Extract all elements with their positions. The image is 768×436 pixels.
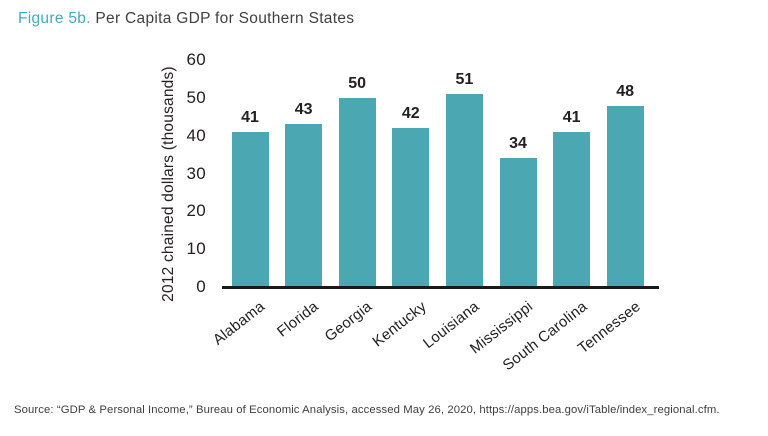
bar-value-label: 34 xyxy=(509,135,527,153)
y-tick-label: 10 xyxy=(186,239,206,259)
x-axis-line xyxy=(222,286,659,289)
y-tick-label: 30 xyxy=(186,163,206,183)
bar-value-label: 42 xyxy=(401,105,420,123)
bar-georgia xyxy=(338,98,376,287)
bar-value-label: 48 xyxy=(616,82,635,100)
figure-label: Figure 5b. xyxy=(18,10,91,27)
x-tick-label: Florida xyxy=(274,298,323,341)
y-tick-label: 20 xyxy=(186,201,206,221)
bar-alabama xyxy=(231,132,269,287)
bar-louisiana xyxy=(445,94,483,287)
bar-value-label: 51 xyxy=(455,71,474,89)
figure-title: Figure 5b. Per Capita GDP for Southern S… xyxy=(18,10,354,28)
bar-south-carolina xyxy=(553,132,591,287)
y-tick-label: 0 xyxy=(196,277,206,296)
bar-value-label: 50 xyxy=(348,75,367,92)
y-tick-label: 40 xyxy=(186,125,206,145)
y-tick-label: 60 xyxy=(186,50,206,70)
source-note: Source: “GDP & Personal Income,” Bureau … xyxy=(14,404,720,416)
x-tick-label: Alabama xyxy=(210,298,269,349)
bar-florida xyxy=(285,124,323,287)
figure-title-text: Per Capita GDP for Southern States xyxy=(90,10,355,27)
bar-tennessee xyxy=(606,105,644,287)
bar-kentucky xyxy=(392,128,430,287)
x-tick-label: Kentucky xyxy=(368,298,430,351)
bar-value-label: 43 xyxy=(294,101,313,119)
bar-mississippi xyxy=(499,158,537,287)
y-tick-label: 50 xyxy=(186,88,206,107)
x-tick-label: Georgia xyxy=(322,298,376,346)
bar-value-label: 41 xyxy=(562,109,581,127)
bar-value-label: 41 xyxy=(241,109,259,127)
